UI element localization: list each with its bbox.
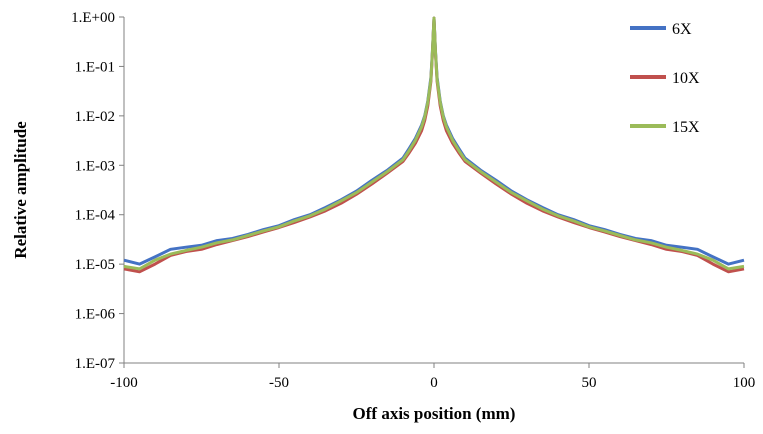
series-lines xyxy=(123,16,745,274)
x-ticks: -100 -50 0 50 100 xyxy=(110,363,755,391)
legend-label-10x: 10X xyxy=(672,70,700,87)
y-tick-label: 1.E+00 xyxy=(71,10,115,26)
x-axis-title: Off axis position (mm) xyxy=(353,404,516,423)
y-tick-label: 1.E-06 xyxy=(75,307,116,323)
x-tick-label: 50 xyxy=(582,375,597,391)
y-tick-label: 1.E-01 xyxy=(75,59,115,75)
x-tick-label: 100 xyxy=(733,375,756,391)
y-tick-label: 1.E-07 xyxy=(75,356,116,372)
y-tick-label: 1.E-05 xyxy=(75,257,115,273)
y-ticks: 1.E+00 1.E-01 1.E-02 1.E-03 1.E-04 1.E-05 1.E-… xyxy=(71,10,124,372)
plot-area: 1.E+00 1.E-01 1.E-02 1.E-03 1.E-04 1.E-05 1.E-… xyxy=(71,10,755,391)
legend-label-6x: 6X xyxy=(672,21,692,38)
y-tick-label: 1.E-02 xyxy=(75,109,115,125)
x-tick-label: 0 xyxy=(430,375,438,391)
y-tick-label: 1.E-04 xyxy=(75,208,116,224)
series-line-6x xyxy=(123,16,745,266)
legend: 6X 10X 15X xyxy=(630,21,700,136)
x-tick-label: -100 xyxy=(110,375,138,391)
x-tick-label: -50 xyxy=(269,375,289,391)
series-line-10x xyxy=(123,16,745,274)
legend-label-15x: 15X xyxy=(672,119,700,136)
y-tick-label: 1.E-03 xyxy=(75,158,115,174)
series-line-15x xyxy=(123,16,745,271)
y-axis-title: Relative amplitude xyxy=(11,121,30,259)
